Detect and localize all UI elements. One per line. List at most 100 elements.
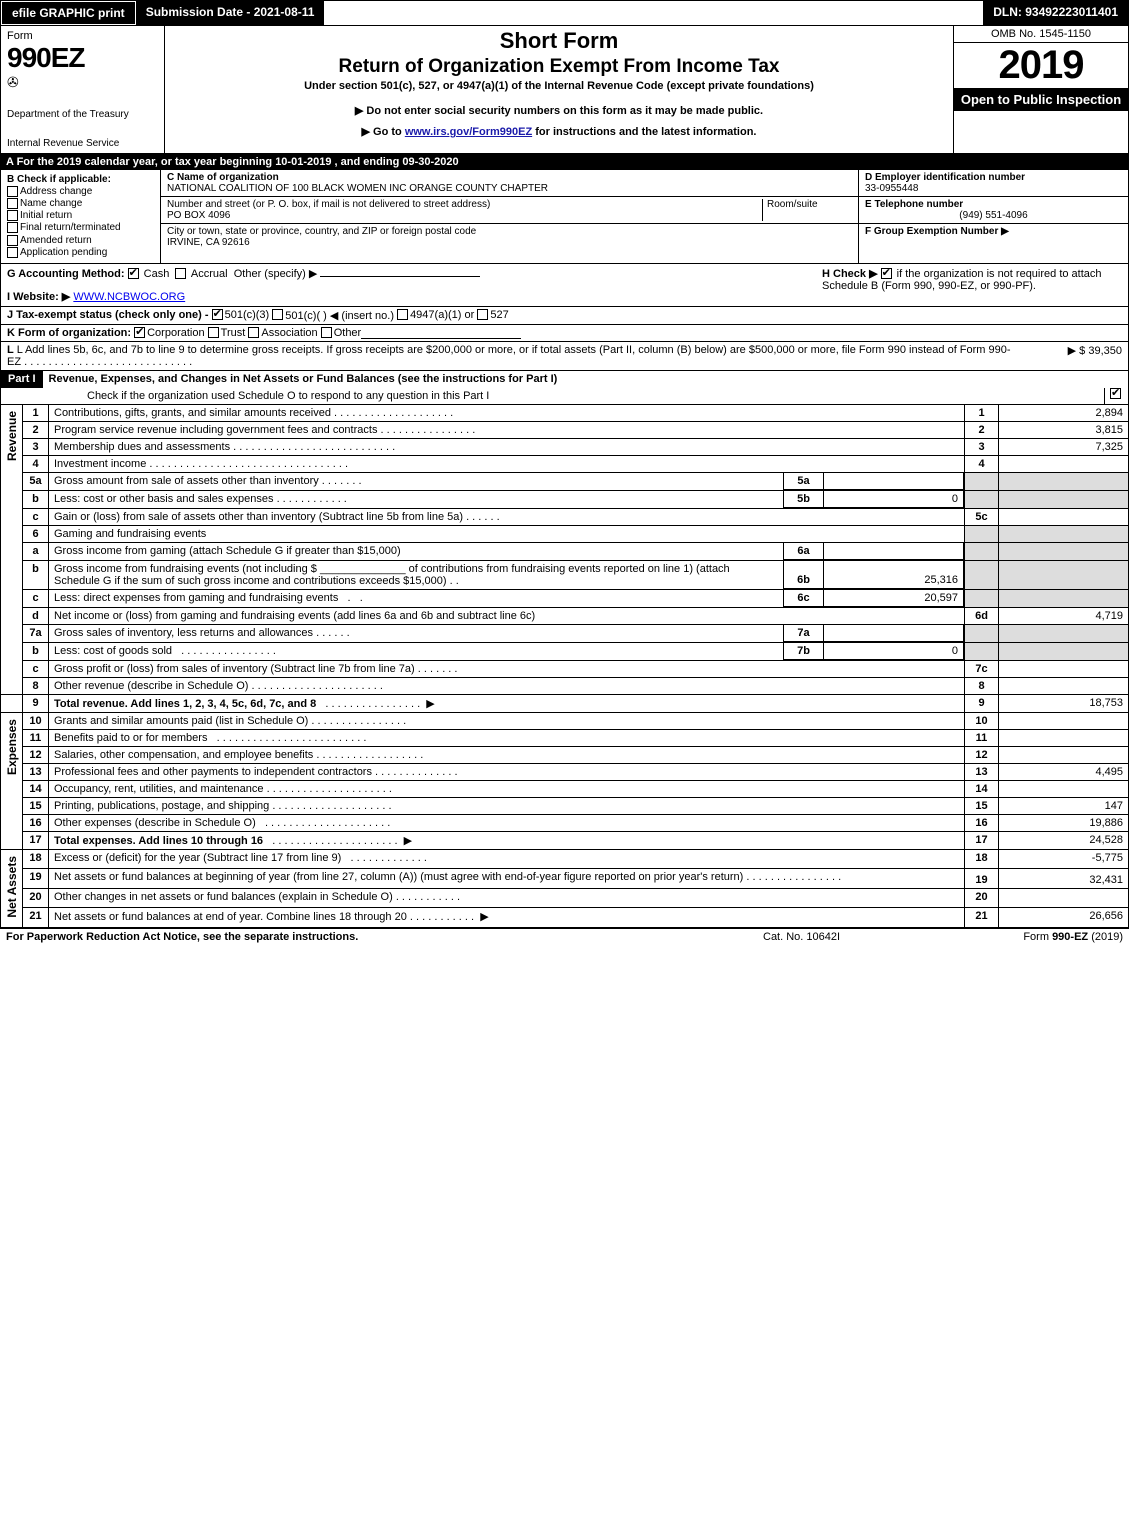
goto-pre: ▶ Go to <box>362 126 405 138</box>
expenses-section: Expenses <box>1 713 23 850</box>
k-trust-label: Trust <box>221 327 246 339</box>
line-11-col: 11 <box>965 730 999 747</box>
line-5b-shade2 <box>999 490 1129 508</box>
name-label: C Name of organization <box>167 172 279 183</box>
line-6b-sub: 6b <box>784 561 824 589</box>
k-corp-checkbox[interactable] <box>134 327 145 338</box>
form-number: 990EZ <box>7 42 158 74</box>
j-501c3-label: 501(c)(3) <box>225 309 270 322</box>
line-10-num: 10 <box>23 713 49 730</box>
ein-value: 33-0955448 <box>865 183 918 194</box>
line-5a-shade <box>965 472 999 490</box>
donot-note: ▶ Do not enter social security numbers o… <box>169 104 949 117</box>
line-2-num: 2 <box>23 421 49 438</box>
line-6c-shade2 <box>999 590 1129 608</box>
street-value: PO BOX 4096 <box>167 210 230 221</box>
line-6a-shade2 <box>999 542 1129 560</box>
box-c: C Name of organization NATIONAL COALITIO… <box>161 170 858 263</box>
line-20-col: 20 <box>965 888 999 907</box>
line-6-shade <box>965 525 999 542</box>
short-form-title: Short Form <box>169 28 949 54</box>
part1-checkbox[interactable] <box>1110 388 1121 399</box>
accrual-checkbox[interactable] <box>175 268 186 279</box>
box-b-title: B Check if applicable: <box>7 174 111 185</box>
part1-label: Part I <box>1 371 43 388</box>
line-3-num: 3 <box>23 438 49 455</box>
line-15-num: 15 <box>23 798 49 815</box>
line-5a-desc: Gross amount from sale of assets other t… <box>54 475 319 487</box>
j-501c3-checkbox[interactable] <box>212 309 223 320</box>
line-17-desc: Total expenses. Add lines 10 through 16 <box>54 835 263 847</box>
line-5b-subamt: 0 <box>824 491 964 508</box>
opt-amended-return[interactable]: Amended return <box>7 235 154 246</box>
line-18-desc: Excess or (deficit) for the year (Subtra… <box>54 852 341 864</box>
line-5a-subamt <box>824 473 964 490</box>
cash-checkbox[interactable] <box>128 268 139 279</box>
goto-note: ▶ Go to www.irs.gov/Form990EZ for instru… <box>169 125 949 138</box>
line-20-desc: Other changes in net assets or fund bala… <box>54 891 393 903</box>
line-j: J Tax-exempt status (check only one) - 5… <box>0 307 1129 325</box>
line-16-num: 16 <box>23 815 49 832</box>
city-label: City or town, state or province, country… <box>167 226 476 237</box>
line-3-amt: 7,325 <box>999 438 1129 455</box>
opt-application-pending[interactable]: Application pending <box>7 247 154 258</box>
j-4947-checkbox[interactable] <box>397 309 408 320</box>
line-5a-sub: 5a <box>784 473 824 490</box>
efile-button[interactable]: efile GRAPHIC print <box>1 1 136 25</box>
line-a: A For the 2019 calendar year, or tax yea… <box>0 154 1129 170</box>
k-trust-checkbox[interactable] <box>208 327 219 338</box>
j-501c-checkbox[interactable] <box>272 309 283 320</box>
under-section: Under section 501(c), 527, or 4947(a)(1)… <box>169 80 949 92</box>
line-21-num: 21 <box>23 907 49 927</box>
line-10-amt <box>999 713 1129 730</box>
line-4-amt <box>999 455 1129 472</box>
line-14-num: 14 <box>23 781 49 798</box>
street-label: Number and street (or P. O. box, if mail… <box>167 199 490 210</box>
line-9-num: 9 <box>23 695 49 713</box>
line-6a-num: a <box>23 542 49 560</box>
line-h-checkbox[interactable] <box>881 268 892 279</box>
line-20-amt <box>999 888 1129 907</box>
phone-label: E Telephone number <box>865 199 963 210</box>
line-21-col: 21 <box>965 907 999 927</box>
j-527-checkbox[interactable] <box>477 309 488 320</box>
opt-address-change[interactable]: Address change <box>7 186 154 197</box>
part1-header: Part I Revenue, Expenses, and Changes in… <box>0 371 1129 388</box>
line-19-col: 19 <box>965 869 999 888</box>
k-other-checkbox[interactable] <box>321 327 332 338</box>
goto-link[interactable]: www.irs.gov/Form990EZ <box>405 126 532 138</box>
line-7a-subamt <box>824 625 964 642</box>
line-6b-shade2 <box>999 560 1129 590</box>
opt-final-return[interactable]: Final return/terminated <box>7 222 154 233</box>
opt-initial-return[interactable]: Initial return <box>7 210 154 221</box>
opt-name-change[interactable]: Name change <box>7 198 154 209</box>
seal-icon: ✇ <box>7 74 158 91</box>
line-6a-shade <box>965 542 999 560</box>
line-14-col: 14 <box>965 781 999 798</box>
line-7a-desc: Gross sales of inventory, less returns a… <box>54 627 313 639</box>
line-18-amt: -5,775 <box>999 850 1129 869</box>
irs-label: Internal Revenue Service <box>7 138 158 149</box>
line-6d-amt: 4,719 <box>999 608 1129 625</box>
line-l-amount: ▶ $ 39,350 <box>1022 344 1122 368</box>
line-6c-sub: 6c <box>784 590 824 607</box>
k-corp-label: Corporation <box>147 327 204 339</box>
line-5c-col: 5c <box>965 508 999 525</box>
line-4-col: 4 <box>965 455 999 472</box>
line-11-num: 11 <box>23 730 49 747</box>
line-7b-shade <box>965 643 999 661</box>
website-link[interactable]: WWW.NCBWOC.ORG <box>73 291 185 303</box>
line-l-text: L Add lines 5b, 6c, and 7b to line 9 to … <box>7 344 1011 368</box>
line-6c-num: c <box>23 590 49 608</box>
form-label: Form <box>7 30 158 42</box>
line-k-label: K Form of organization: <box>7 327 131 339</box>
line-12-desc: Salaries, other compensation, and employ… <box>54 749 313 761</box>
line-1-num: 1 <box>23 405 49 422</box>
phone-value: (949) 551-4096 <box>865 210 1122 221</box>
k-assoc-checkbox[interactable] <box>248 327 259 338</box>
line-17-col: 17 <box>965 832 999 850</box>
line-7b-sub: 7b <box>784 643 824 660</box>
line-4-desc: Investment income <box>54 458 146 470</box>
dept-label: Department of the Treasury <box>7 109 158 120</box>
line-6b-subamt: 25,316 <box>824 561 964 589</box>
